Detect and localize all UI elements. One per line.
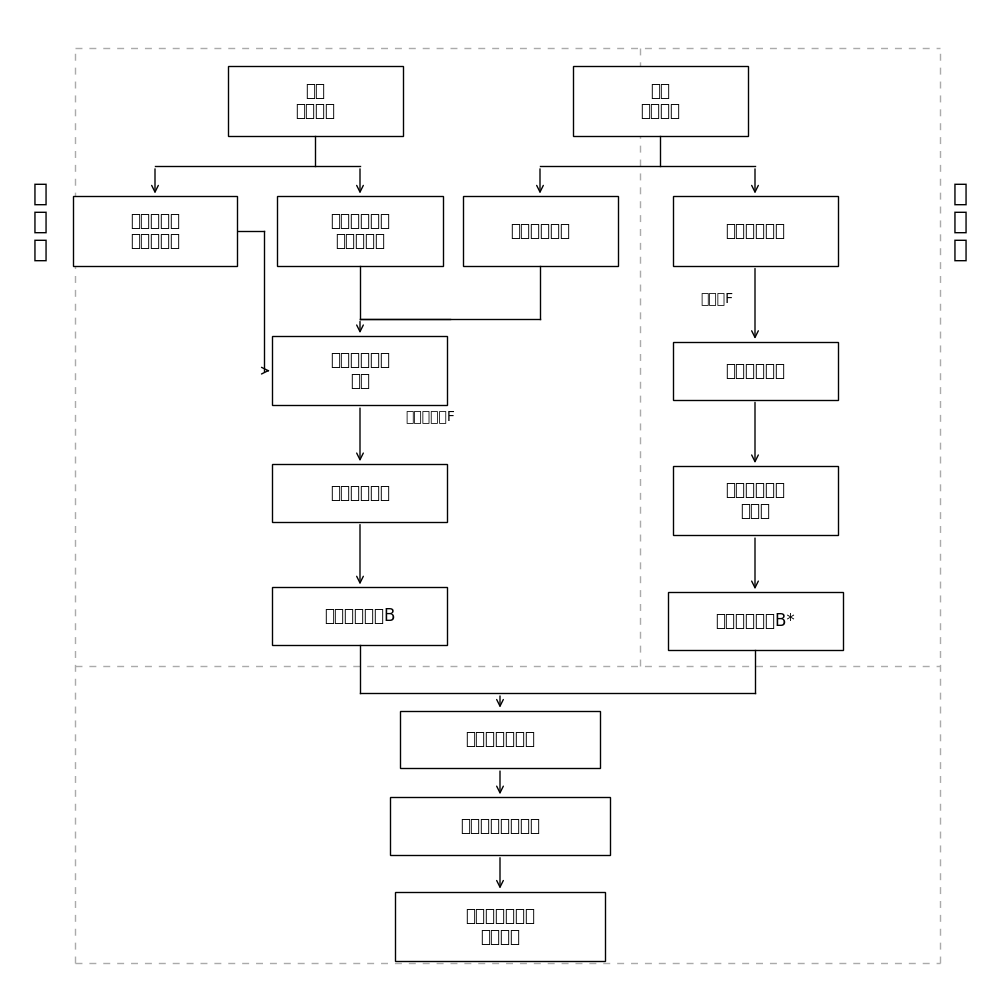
Bar [272,587,447,645]
Bar [277,196,442,266]
Text: 无损曲率矩阵B: 无损曲率矩阵B [324,607,396,626]
Text: 修正后有限元
模型: 修正后有限元 模型 [330,352,390,390]
Text: 损
伤
后: 损 伤 后 [952,182,968,261]
Bar [272,464,447,521]
Text: 建立多尺度
有限元模型: 建立多尺度 有限元模型 [130,212,180,250]
Text: 模拟标准车F: 模拟标准车F [405,409,455,423]
Text: 去噪后损伤位
移时程: 去噪后损伤位 移时程 [725,481,785,520]
Bar [390,797,610,855]
Bar [672,196,838,266]
Text: 损伤位置识别结果: 损伤位置识别结果 [460,817,540,835]
Text: 多尺度损伤程度
识别结果: 多尺度损伤程度 识别结果 [465,906,535,946]
Bar [395,892,605,960]
Bar [672,466,838,535]
Text: 线形监测系统: 线形监测系统 [725,222,785,240]
Text: 有损
变截面梁: 有损 变截面梁 [640,82,680,121]
Bar [462,196,618,266]
Bar [72,196,238,266]
Text: 损伤曲率矩阵B*: 损伤曲率矩阵B* [715,612,795,630]
Bar [572,67,748,136]
Text: 无损位移时程: 无损位移时程 [330,484,390,502]
Bar [668,592,842,650]
Text: 损
伤
前: 损 伤 前 [32,182,48,261]
Text: 结构动力特性: 结构动力特性 [510,222,570,240]
Bar [272,336,447,406]
Text: 建立单一尺度
有限元模型: 建立单一尺度 有限元模型 [330,212,390,250]
Text: 集中力F: 集中力F [700,292,733,305]
Text: 无损
变截面梁: 无损 变截面梁 [295,82,335,121]
Text: 各损伤指标计算: 各损伤指标计算 [465,731,535,748]
Bar [228,67,402,136]
Bar [672,342,838,400]
Text: 损伤位移时程: 损伤位移时程 [725,361,785,380]
Bar [400,711,600,768]
